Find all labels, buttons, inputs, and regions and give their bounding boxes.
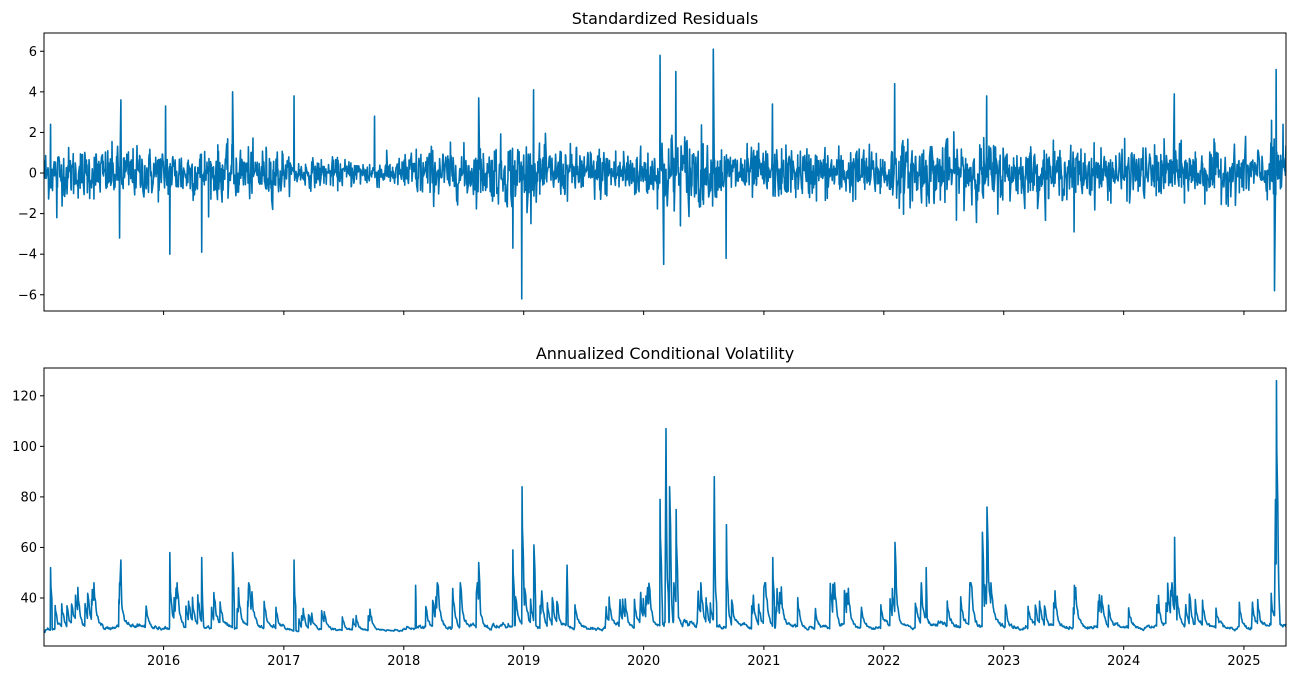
volatility-x-tick-label: 2021 (747, 654, 780, 669)
volatility-y-tick-label: 40 (20, 591, 37, 606)
volatility-y-tick-label: 60 (20, 541, 37, 556)
residuals-y-tick-label: 4 (29, 85, 37, 100)
volatility-x-tick-label: 2017 (267, 654, 300, 669)
volatility-x-tick-label: 2023 (987, 654, 1020, 669)
volatility-series-line (44, 379, 1286, 634)
volatility-x-tick-label: 2020 (627, 654, 660, 669)
volatility-x-tick-label: 2022 (867, 654, 900, 669)
residuals-series-line (44, 48, 1286, 300)
volatility-title: Annualized Conditional Volatility (536, 344, 794, 363)
residuals-panel: Standardized Residuals −6 −4 −2 0 2 4 6 (18, 9, 1287, 315)
residuals-plot-frame (43, 32, 1287, 312)
volatility-x-tick-label: 2016 (147, 654, 180, 669)
volatility-panel: Annualized Conditional Volatility 40 60 80… (12, 344, 1287, 669)
residuals-y-tick-label: 0 (29, 167, 37, 182)
volatility-x-tick-label: 2019 (507, 654, 540, 669)
residuals-y-tick-label: −6 (18, 288, 37, 303)
volatility-series-layer (44, 379, 1286, 634)
volatility-y-tick-label: 80 (20, 490, 37, 505)
volatility-x-tick-label: 2018 (387, 654, 420, 669)
volatility-x-tick-label: 2024 (1107, 654, 1140, 669)
residuals-y-tick-label: −2 (18, 207, 37, 222)
volatility-x-axis: 2016 2017 2018 2019 2020 2021 2022 2023 2024 2025 (147, 646, 1260, 669)
volatility-y-axis: 40 60 80 100 120 (12, 389, 44, 606)
volatility-plot-frame (43, 367, 1287, 647)
volatility-x-tick-label: 2025 (1227, 654, 1260, 669)
residuals-y-tick-label: 6 (29, 45, 37, 60)
volatility-y-tick-label: 100 (12, 440, 37, 455)
residuals-y-axis: −6 −4 −2 0 2 4 6 (18, 45, 44, 303)
residuals-y-tick-label: 2 (29, 126, 37, 141)
residuals-y-tick-label: −4 (18, 248, 37, 263)
residuals-title: Standardized Residuals (572, 9, 759, 28)
residuals-series-layer (44, 48, 1286, 300)
volatility-y-tick-label: 120 (12, 389, 37, 404)
residuals-x-axis (163, 311, 1245, 315)
